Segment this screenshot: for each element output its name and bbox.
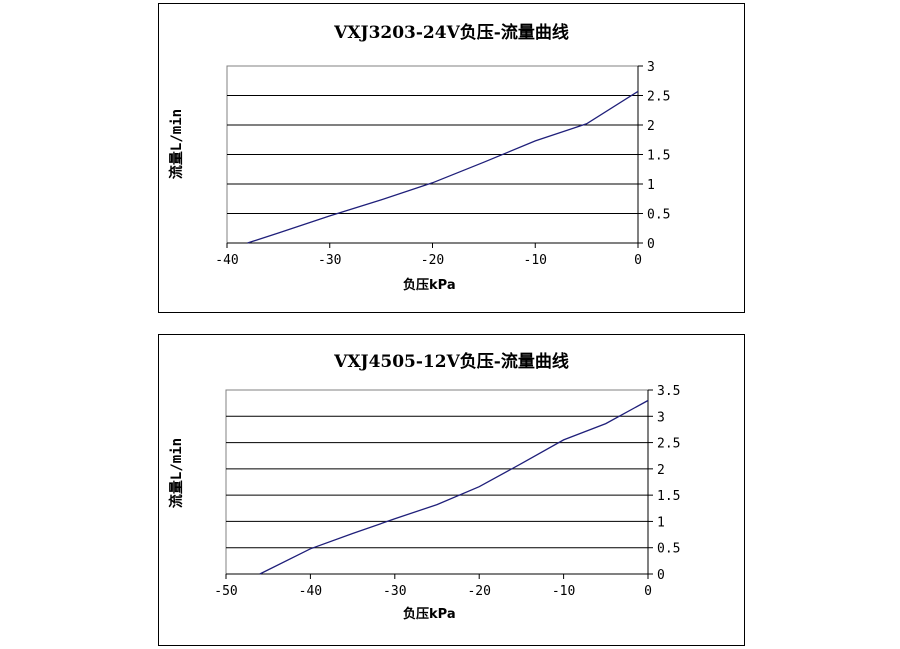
chart-plot-1: 0 0.5 1 1.5 2 2.5 3 -40 -30 -20 -10 0 [215, 60, 670, 268]
x-tick-label: -20 [421, 253, 444, 268]
x-axis-label: 负压kPa [403, 607, 456, 622]
x-tick-label: -40 [215, 253, 238, 268]
x-tick-label: -30 [383, 584, 406, 599]
y-tick-label: 0.5 [657, 542, 680, 557]
x-tick-label: -40 [299, 584, 322, 599]
y-tick-label: 0 [647, 237, 655, 252]
chart-title: VXJ3203-24V负压-流量曲线 [334, 23, 569, 43]
chart-title: VXJ4505-12V负压-流量曲线 [334, 352, 569, 372]
series-line [259, 399, 649, 575]
x-axis-label: 负压kPa [403, 278, 456, 293]
x-tick-label: -10 [524, 253, 547, 268]
y-tick-label: 2.5 [657, 437, 680, 452]
y-tick-label: 1.5 [647, 149, 670, 164]
y-tick-label: 2.5 [647, 90, 670, 105]
y-tick-label: 1 [647, 178, 655, 193]
x-tick-label: 0 [644, 584, 652, 599]
x-tick-label: 0 [634, 253, 642, 268]
y-tick-label: 2 [657, 463, 665, 478]
y-tick-label: 0 [657, 568, 665, 583]
chart-plot-2: 0 0.5 1 1.5 2 2.5 3 3.5 -50 -40 -30 -20 -10 0 [214, 384, 680, 599]
plot-area [225, 389, 649, 575]
x-tick-label: -20 [467, 584, 490, 599]
y-tick-label: 3 [647, 60, 655, 75]
x-tick-label: -10 [552, 584, 575, 599]
series-line [247, 90, 639, 244]
y-tick-label: 0.5 [647, 208, 670, 223]
y-tick-label: 1.5 [657, 489, 680, 504]
x-tick-label: -50 [214, 584, 237, 599]
chart-panel-2: VXJ4505-12V负压-流量曲线 流量L/min 负压kPa 0 0.5 1 1.… [158, 334, 745, 646]
x-tick-label: -30 [318, 253, 341, 268]
y-tick-label: 1 [657, 515, 665, 530]
y-tick-label: 3.5 [657, 384, 680, 399]
chart-panel-1: VXJ3203-24V负压-流量曲线 流量L/min 负压kPa 0 0.5 1 1.… [158, 3, 745, 313]
y-tick-label: 2 [647, 119, 655, 134]
y-tick-label: 3 [657, 410, 665, 425]
